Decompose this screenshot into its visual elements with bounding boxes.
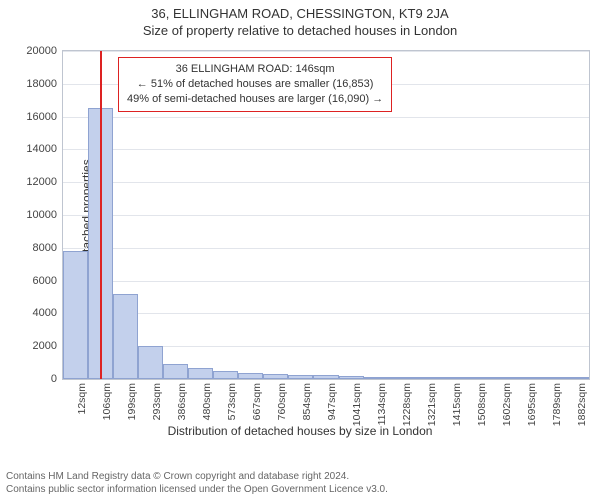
x-tick-label: 12sqm [76,383,88,415]
x-tick-label: 573sqm [226,383,238,420]
y-tick-label: 10000 [26,209,57,221]
gridline-h [63,248,589,249]
y-tick-label: 12000 [26,176,57,188]
x-tick-label: 947sqm [326,383,338,420]
histogram-bar [138,346,163,379]
y-tick-label: 20000 [26,45,57,57]
x-tick-label: 667sqm [251,383,263,420]
gridline-h [63,182,589,183]
y-tick-label: 18000 [26,78,57,90]
x-tick-label: 1602sqm [501,383,513,426]
x-tick-label: 1695sqm [526,383,538,426]
annotation-line1: 36 ELLINGHAM ROAD: 146sqm [127,62,383,77]
histogram-bar [439,377,464,379]
y-tick-label: 6000 [33,275,57,287]
y-tick-label: 14000 [26,143,57,155]
x-tick-label: 293sqm [151,383,163,420]
annotation-box: 36 ELLINGHAM ROAD: 146sqm ← 51% of detac… [118,57,392,112]
histogram-bar [564,377,589,379]
histogram-bar [389,377,414,379]
x-tick-label: 1415sqm [451,383,463,426]
x-axis-label: Distribution of detached houses by size … [0,424,600,438]
x-tick-label: 1321sqm [426,383,438,426]
x-tick-label: 386sqm [176,383,188,420]
gridline-h [63,215,589,216]
y-tick-label: 2000 [33,340,57,352]
histogram-bar [213,371,238,379]
histogram-bar [414,377,439,379]
histogram-bar [313,375,338,379]
x-tick-label: 1134sqm [376,383,388,425]
x-tick-label: 1508sqm [476,383,488,426]
gridline-h [63,117,589,118]
x-tick-label: 760sqm [276,383,288,420]
footer-line2: Contains public sector information licen… [6,483,388,496]
gridline-h [63,149,589,150]
x-tick-label: 480sqm [201,383,213,420]
histogram-bar [113,294,138,379]
x-tick-label: 106sqm [101,383,113,420]
x-tick-label: 1882sqm [576,383,588,426]
annotation-line3: 49% of semi-detached houses are larger (… [127,92,383,107]
histogram-bar [514,377,539,379]
histogram-bar [163,364,188,379]
plot-region: 0200040006000800010000120001400016000180… [62,50,590,380]
y-tick-label: 4000 [33,307,57,319]
histogram-bar [489,377,514,379]
histogram-bar [464,377,489,379]
histogram-bar [288,375,313,379]
histogram-bar [364,377,389,379]
histogram-bar [339,376,364,379]
annotation-line2: ← 51% of detached houses are smaller (16… [127,77,383,92]
x-tick-label: 1041sqm [351,383,363,426]
footer-line1: Contains HM Land Registry data © Crown c… [6,470,388,483]
page-title-line2: Size of property relative to detached ho… [0,21,600,42]
y-tick-label: 8000 [33,242,57,254]
x-tick-label: 1228sqm [401,383,413,426]
histogram-bar [63,251,88,379]
chart-area: Number of detached properties 0200040006… [0,42,600,442]
footer: Contains HM Land Registry data © Crown c… [6,470,388,496]
y-tick-label: 0 [51,373,57,385]
x-tick-label: 199sqm [126,383,138,420]
histogram-bar [263,374,288,379]
page-title-line1: 36, ELLINGHAM ROAD, CHESSINGTON, KT9 2JA [0,0,600,21]
gridline-h [63,281,589,282]
x-tick-label: 854sqm [301,383,313,420]
x-tick-label: 1789sqm [551,383,563,426]
histogram-bar [188,368,213,379]
y-tick-label: 16000 [26,111,57,123]
histogram-bar [238,373,263,379]
gridline-h [63,51,589,52]
gridline-h [63,313,589,314]
reference-line [100,51,102,379]
histogram-bar [539,377,564,379]
